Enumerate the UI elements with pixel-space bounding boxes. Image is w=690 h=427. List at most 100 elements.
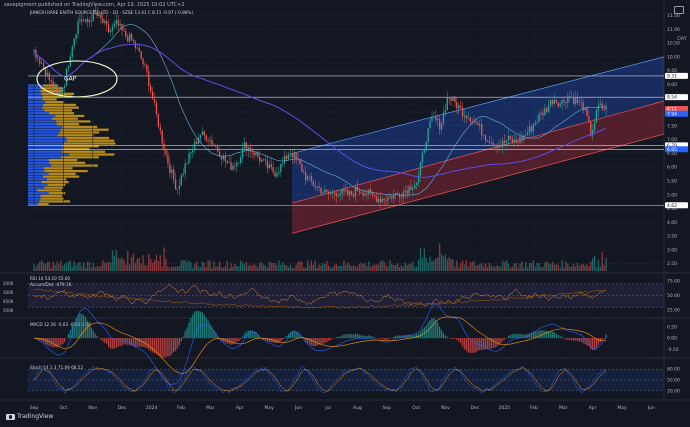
volume-bar: [347, 262, 348, 271]
volume-profile-bar: [28, 98, 42, 100]
candle-body: [531, 126, 532, 131]
candle-body: [504, 141, 505, 143]
volume-bar: [144, 265, 145, 271]
volume-bar: [558, 265, 559, 271]
candle-body: [244, 142, 245, 147]
candle-body: [54, 88, 55, 90]
macd-histogram-bar: [483, 338, 484, 350]
volume-bar: [582, 264, 583, 271]
month-tick-label: Apr: [589, 405, 597, 411]
candle-body: [429, 121, 430, 128]
candle-body: [410, 186, 411, 190]
volume-bar: [355, 266, 356, 271]
volume-bar: [538, 263, 539, 271]
candle-body: [83, 21, 84, 22]
price-tick-label: 11.00: [667, 27, 680, 33]
candle-body: [194, 142, 195, 150]
macd-histogram-bar: [95, 334, 96, 339]
volume-bar: [498, 266, 499, 271]
volume-bar: [234, 264, 235, 271]
volume-bar: [527, 267, 528, 271]
macd-histogram-bar: [102, 338, 103, 342]
volume-bar: [156, 254, 157, 271]
candle-body: [378, 199, 379, 202]
volume-profile-bar: [45, 101, 64, 103]
candle-body: [387, 197, 388, 200]
candle-body: [91, 20, 92, 21]
volume-bar: [190, 262, 191, 271]
volume-bar: [232, 267, 233, 271]
candle-body: [395, 193, 396, 194]
volume-bar: [62, 266, 63, 271]
macd-histogram-bar: [372, 337, 373, 338]
candle-body: [349, 191, 350, 195]
volume-bar: [332, 268, 333, 271]
volume-bar: [83, 262, 84, 271]
volume-bar: [399, 267, 400, 271]
candle-body: [420, 162, 421, 175]
volume-bar: [464, 264, 465, 271]
macd-histogram-bar: [121, 338, 122, 346]
macd-histogram-bar: [504, 338, 505, 339]
macd-histogram-bar: [200, 312, 201, 339]
volume-bar: [315, 261, 316, 271]
macd-histogram-bar: [251, 330, 252, 338]
macd-histogram-bar: [370, 336, 371, 338]
candle-body: [424, 149, 425, 153]
camera-icon[interactable]: [674, 6, 684, 14]
candle-body: [259, 157, 260, 162]
macd-histogram-bar: [68, 334, 69, 338]
candle-body: [290, 153, 291, 155]
macd-histogram-bar: [118, 338, 119, 347]
candle-body: [322, 192, 323, 193]
volume-bar: [244, 264, 245, 271]
volume-bar: [475, 266, 476, 271]
volume-bar: [512, 267, 513, 271]
candle-body: [118, 20, 119, 25]
volume-bar: [313, 265, 314, 271]
volume-profile-bar: [28, 170, 44, 172]
volume-bar: [282, 262, 283, 271]
macd-histogram-bar: [328, 338, 329, 341]
candle-body: [456, 102, 457, 108]
price-tick-label: 2.50: [667, 261, 677, 267]
macd-histogram-bar: [567, 338, 568, 340]
volume-bar: [573, 264, 574, 271]
volume-bar: [91, 268, 92, 271]
volume-bar: [368, 262, 369, 271]
month-tick-label: Mar: [559, 405, 568, 411]
candle-body: [45, 68, 46, 76]
candle-body: [443, 113, 444, 124]
volume-bar: [431, 261, 432, 271]
macd-histogram-bar: [525, 335, 526, 339]
macd-histogram-bar: [359, 335, 360, 339]
candle-body: [328, 192, 329, 194]
candle-body: [211, 140, 212, 144]
volume-profile-bar: [28, 109, 44, 111]
volume-profile-bar: [55, 115, 84, 117]
month-tick-label: Aug: [353, 405, 362, 411]
volume-bar: [462, 260, 463, 271]
candle-body: [405, 191, 406, 192]
candle-body: [567, 96, 568, 103]
price-tick-label: 5.50: [667, 178, 677, 184]
volume-bar: [383, 262, 384, 271]
volume-bar: [364, 263, 365, 271]
candle-body: [487, 141, 488, 142]
stoch-tick-label: 80.00: [667, 367, 680, 373]
volume-bar: [550, 264, 551, 271]
volume-bar: [250, 265, 251, 271]
macd-histogram-bar: [286, 336, 287, 338]
candle-body: [383, 199, 384, 200]
macd-histogram-bar: [332, 338, 333, 339]
candle-body: [213, 145, 214, 146]
volume-profile-bar: [43, 84, 58, 86]
volume-bar: [466, 260, 467, 271]
macd-histogram-bar: [383, 338, 384, 340]
volume-bar: [382, 260, 383, 271]
volume-profile-bar: [51, 164, 98, 166]
candle-body: [318, 187, 319, 188]
candle-body: [602, 104, 603, 109]
